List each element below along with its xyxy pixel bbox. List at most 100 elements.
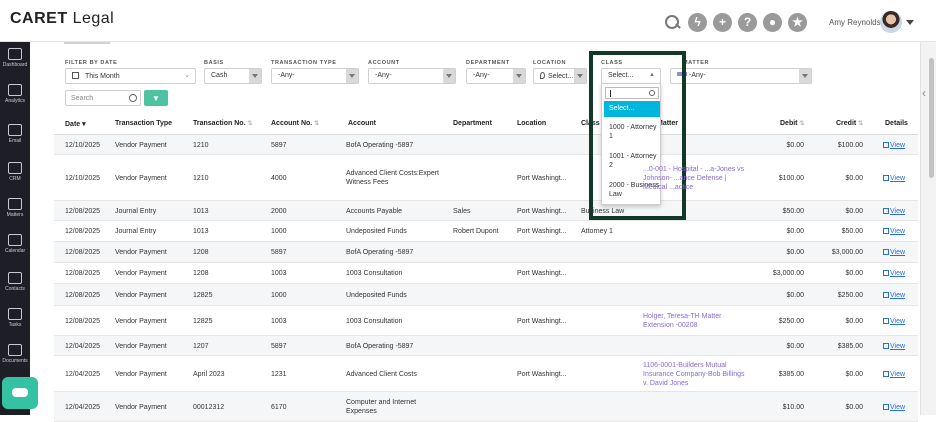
filter-button[interactable]: ▼ — [144, 90, 168, 106]
cell-account: BofA Operating -5897 — [346, 141, 414, 149]
view-link-label: View — [890, 370, 906, 378]
cell-matter[interactable]: ...0-001 - Hospital - ...a-Jones vs John… — [643, 165, 745, 191]
cell-debit: $3,000.00 — [772, 270, 804, 277]
cell-date: 12/08/2025 — [65, 207, 101, 215]
column-header-date[interactable]: Date ▾ — [65, 120, 86, 128]
class-option-business-law[interactable]: 2000 - Business Law — [609, 182, 660, 198]
help-icon[interactable]: ? — [738, 12, 757, 32]
cell-type: Journal Entry — [115, 228, 157, 235]
column-header-transaction-no[interactable]: Transaction No. ⇅ — [193, 120, 253, 127]
view-link[interactable]: View — [883, 317, 905, 326]
search-icon[interactable] — [662, 12, 682, 32]
column-header-account-no[interactable]: Account No. ⇅ — [271, 120, 319, 127]
chevron-down-icon — [574, 69, 586, 83]
department-select[interactable]: -Any- — [466, 68, 526, 84]
sidebar-item-analytics[interactable]: Analytics — [0, 84, 30, 104]
search-icon — [129, 94, 137, 102]
cell-ano: 6170 — [271, 403, 287, 411]
cell-debit: $10.00 — [782, 403, 804, 411]
view-link[interactable]: View — [883, 269, 905, 278]
view-link[interactable]: View — [883, 207, 905, 216]
cell-matter[interactable]: 1106-0001-Builders Mutual Insurance Comp… — [643, 361, 745, 387]
sidebar-item-crm[interactable]: CRM — [0, 162, 30, 182]
sidebar-item-dashboard[interactable]: Dashboard — [0, 48, 30, 68]
user-name[interactable]: Amy Reynolds — [829, 18, 881, 27]
plus-icon[interactable]: + — [713, 12, 732, 32]
column-header-label: Transaction No. — [193, 120, 246, 127]
view-link[interactable]: View — [883, 370, 905, 379]
cell-ano: 5897 — [271, 141, 287, 149]
view-link[interactable]: View — [883, 227, 905, 236]
cell-debit: $50.00 — [782, 207, 804, 215]
class-option-select[interactable]: Select... — [604, 101, 660, 117]
location-label: LOCATION — [533, 60, 567, 66]
class-value: Select... — [608, 72, 634, 79]
chevron-left-icon[interactable]: ‹ — [922, 86, 926, 100]
sort-icon: ⇅ — [247, 121, 253, 127]
cell-account: Computer and Internet Expenses — [346, 399, 417, 415]
search-input[interactable]: Search — [65, 90, 141, 106]
column-header-department[interactable]: Department — [453, 120, 492, 127]
column-header-account[interactable]: Account — [348, 120, 376, 127]
column-header-matter[interactable]: Matter — [657, 120, 679, 127]
table-row — [54, 306, 918, 336]
scrollbar-thumb[interactable] — [929, 58, 934, 178]
account-select[interactable]: -Any- — [368, 68, 456, 84]
user-menu-chevron-down-icon[interactable] — [906, 20, 914, 25]
column-header-transaction-type[interactable]: Transaction Type — [115, 120, 173, 127]
view-link-label: View — [890, 342, 906, 350]
filter-by-date-select[interactable]: This Month ⌄ — [65, 68, 196, 84]
view-link[interactable]: View — [883, 141, 905, 150]
cell-type: Vendor Payment — [115, 317, 167, 325]
sidebar-item-documents[interactable]: Documents — [0, 344, 30, 364]
location-select[interactable]: Select... — [533, 68, 587, 84]
avatar[interactable] — [880, 11, 902, 33]
view-link[interactable]: View — [883, 248, 905, 257]
search-placeholder: Search — [71, 95, 94, 102]
matter-select[interactable]: -Any- — [670, 68, 812, 84]
cell-debit: $0.00 — [786, 249, 804, 256]
view-link[interactable]: View — [883, 403, 905, 412]
cell-ano: 5897 — [271, 249, 287, 256]
table-row — [54, 284, 918, 306]
view-link[interactable]: View — [883, 342, 905, 351]
class-option-attorney-2[interactable]: 1001 - Attorney 2 — [609, 153, 657, 169]
sidebar-item-email[interactable]: Email — [0, 124, 30, 144]
table-row — [54, 155, 918, 201]
cell-tno: 1210 — [193, 141, 209, 149]
external-link-icon — [883, 228, 889, 234]
sidebar-item-calendar[interactable]: Calendar — [0, 234, 30, 254]
documents-icon — [8, 344, 22, 356]
cell-date: 12/08/2025 — [65, 291, 101, 299]
star-icon[interactable]: ★ — [788, 12, 807, 32]
cell-tno: April 2023 — [193, 370, 225, 378]
cell-matter[interactable]: Holger, Teresa-TH Matter Extension -0020… — [643, 313, 722, 329]
view-link-label: View — [890, 141, 906, 149]
live-chat-button[interactable] — [2, 377, 38, 409]
sidebar-item-contacts[interactable]: Contacts — [0, 272, 30, 292]
cell-date: 12/10/2025 — [65, 141, 101, 149]
class-option-attorney-1[interactable]: 1000 - Attorney 1 — [609, 124, 657, 140]
view-link[interactable]: View — [883, 291, 905, 300]
cell-ano: 4000 — [271, 174, 287, 182]
column-header-credit[interactable]: Credit ⇅ — [836, 120, 863, 127]
view-link-label: View — [890, 228, 906, 235]
app-logo[interactable]: CARET Legal — [10, 10, 114, 28]
basis-select[interactable]: Cash — [204, 68, 262, 84]
bolt-icon[interactable]: ϟ — [688, 12, 707, 32]
location-pin-icon — [540, 72, 545, 79]
view-link-label: View — [890, 403, 906, 411]
transaction-type-select[interactable]: -Any- — [271, 68, 359, 84]
cell-account: Accounts Payable — [346, 207, 403, 215]
cell-cls: Attorney 1 — [581, 228, 613, 235]
sidebar-item-matters[interactable]: Matters — [0, 198, 30, 218]
column-header-debit[interactable]: Debit ⇅ — [780, 120, 804, 127]
sidebar-item-label: Contacts — [5, 286, 25, 292]
column-header-location[interactable]: Location — [517, 120, 547, 127]
external-link-icon — [883, 141, 889, 148]
view-link[interactable]: View — [883, 174, 905, 183]
chat-icon[interactable]: ● — [763, 12, 782, 32]
class-dropdown-search-input[interactable] — [605, 87, 659, 99]
analytics-icon — [8, 84, 22, 96]
sidebar-item-tasks[interactable]: Tasks — [0, 308, 30, 328]
